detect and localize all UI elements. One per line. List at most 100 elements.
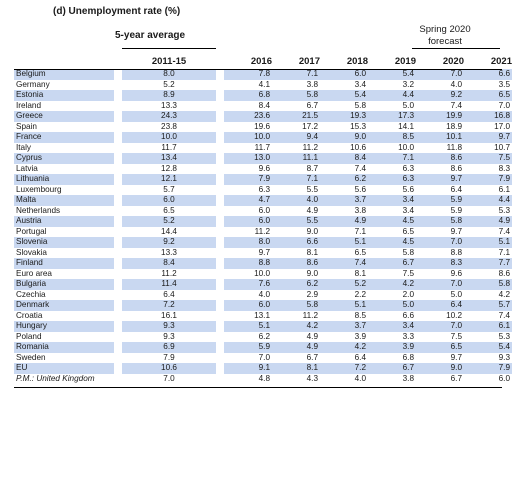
spacer-cell [114,195,122,206]
cell-2016: 7.0 [258,352,270,362]
cell-2020: 6.5 [416,342,464,353]
cell-2011-15: 5.7 [163,184,175,194]
cell-2021: 7.4 [498,226,510,236]
spacer-cell [216,269,224,280]
spacer-cell [216,300,224,311]
row-label: Germany [16,79,50,89]
spacer-cell [114,374,122,385]
cell-2018: 6.4 [354,352,366,362]
cell-2020: 6.4 [416,300,464,311]
cell-2017: 9.0 [306,226,318,236]
table-row: Netherlands 6.5 6.0 4.9 3.8 3.4 5.9 5.3 [14,206,512,217]
cell-2018: 7.4 [354,163,366,173]
spacer-cell [114,311,122,322]
cell-2019: 5.0 [368,300,416,311]
cell-2020: 9.0 [416,363,464,374]
cell-2020: 9.7 [450,352,462,362]
table-row: Portugal 14.4 11.2 9.0 7.1 6.5 9.7 7.4 [14,227,512,238]
cell-2017: 5.5 [306,184,318,194]
spacer-cell [216,111,224,122]
spacer-cell [114,164,122,175]
cell-2017: 5.8 [272,300,320,311]
avg-group-header: 5-year average [115,30,186,41]
cell-2019: 3.8 [402,373,414,383]
cell-2018: 6.2 [320,174,368,185]
row-label: Latvia [16,163,38,173]
row-label: Cyprus [14,153,114,164]
cell-2021: 10.7 [494,142,510,152]
cell-2011-15: 11.4 [122,279,216,290]
table-row: Latvia 12.8 9.6 8.7 7.4 6.3 8.6 8.3 [14,164,512,175]
spacer-cell [114,248,122,259]
cell-2011-15: 24.3 [122,111,216,122]
cell-2020: 7.5 [450,331,462,341]
spacer-cell [114,216,122,227]
row-label: Hungary [14,321,114,332]
cell-2020: 19.9 [416,111,464,122]
cell-2016: 11.2 [254,226,270,236]
cell-2021: 6.6 [464,69,512,80]
cell-2018: 3.7 [320,195,368,206]
cell-2021: 17.0 [494,121,510,131]
cell-2021: 4.9 [464,216,512,227]
cell-2016: 6.2 [258,331,270,341]
row-label: Austria [14,216,114,227]
cell-2019: 7.5 [402,268,414,278]
cell-2011-15: 7.2 [122,300,216,311]
col-header-2017: 2017 [298,56,320,67]
spacer-cell [114,122,122,133]
row-label: Croatia [16,310,43,320]
table-row: Belgium 8.0 7.8 7.1 6.0 5.4 7.0 6.6 [14,69,512,80]
cell-2011-15: 9.2 [122,237,216,248]
cell-2016: 13.0 [224,153,272,164]
cell-2017: 4.0 [272,195,320,206]
cell-2019: 5.4 [368,69,416,80]
cell-2011-15: 13.4 [122,153,216,164]
row-label: Czechia [16,289,46,299]
spacer-cell [216,185,224,196]
cell-2016: 9.7 [258,247,270,257]
row-label: EU [14,363,114,374]
cell-2016: 4.8 [258,373,270,383]
cell-2017: 6.7 [306,100,318,110]
cell-2020: 6.7 [450,373,462,383]
cell-2016: 6.8 [224,90,272,101]
column-header-row: 2011-15 2016 2017 2018 2019 2020 2021 [14,55,512,69]
spacer-cell [216,216,224,227]
cell-2011-15: 8.0 [122,69,216,80]
cell-2011-15: 12.1 [122,174,216,185]
cell-2011-15: 13.3 [161,100,177,110]
cell-2016: 13.1 [254,310,270,320]
cell-2017: 11.2 [302,142,318,152]
cell-2020: 10.1 [416,132,464,143]
cell-2017: 8.7 [306,163,318,173]
cell-2019: 3.4 [402,205,414,215]
cell-2019: 6.7 [368,363,416,374]
spacer-cell [216,164,224,175]
row-label: Estonia [14,90,114,101]
spacer-cell [114,111,122,122]
cell-2016: 23.6 [224,111,272,122]
cell-2021: 5.1 [464,237,512,248]
cell-2020: 9.7 [450,226,462,236]
spacer-cell [114,153,122,164]
cell-2018: 8.1 [354,268,366,278]
cell-2017: 8.1 [272,363,320,374]
row-label: Italy [16,142,32,152]
cell-2017: 4.9 [306,331,318,341]
cell-2019: 6.3 [402,163,414,173]
group-rule-forecast [412,48,500,49]
cell-2016: 10.0 [254,268,270,278]
cell-2016: 6.0 [258,205,270,215]
spacer-cell [216,195,224,206]
cell-2017: 4.3 [306,373,318,383]
cell-2017: 11.2 [302,310,318,320]
cell-2011-15: 12.8 [161,163,177,173]
table-row: Luxembourg 5.7 6.3 5.5 5.6 5.6 6.4 6.1 [14,185,512,196]
cell-2016: 6.3 [258,184,270,194]
cell-2021: 16.8 [464,111,512,122]
cell-2011-15: 6.0 [122,195,216,206]
spacer-cell [114,290,122,301]
row-label: Portugal [16,226,47,236]
spacer-cell [114,132,122,143]
